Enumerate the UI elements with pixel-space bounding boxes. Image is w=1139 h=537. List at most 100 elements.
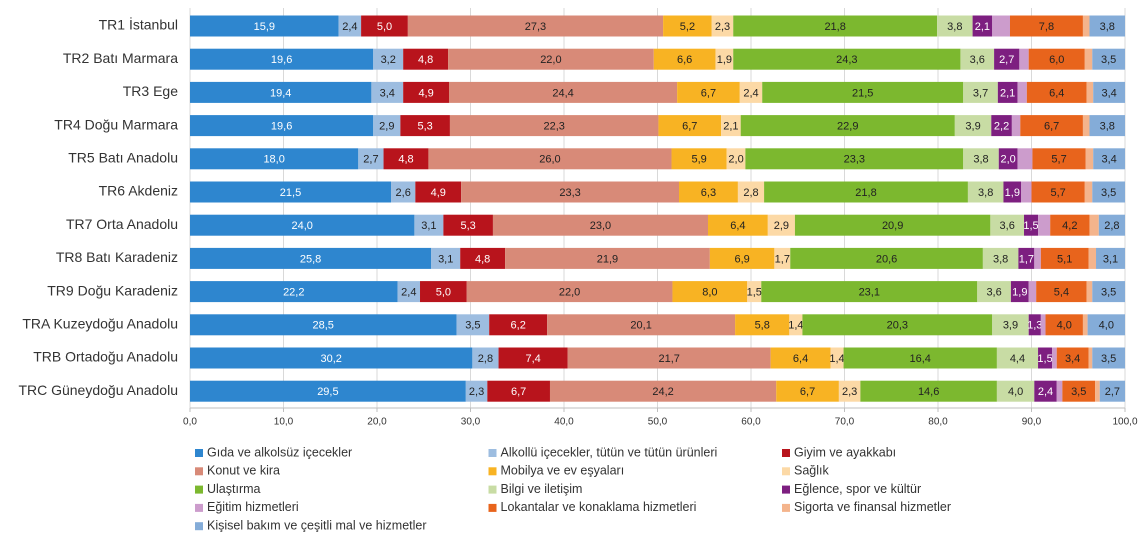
- legend-label: Giyim ve ayakkabı: [794, 445, 896, 459]
- data-label: 2,9: [379, 121, 394, 133]
- legend-label: Kişisel bakım ve çeşitli mal ve hizmetle…: [207, 518, 427, 532]
- bar-segment: [1082, 314, 1088, 336]
- bar-segment: [671, 148, 727, 170]
- data-label: 2,7: [363, 154, 378, 166]
- bar-segment: [373, 115, 401, 137]
- bar-segment: [1010, 281, 1029, 303]
- data-label: 3,1: [421, 220, 436, 232]
- bar-segment: [672, 281, 748, 303]
- data-label: 3,1: [1103, 253, 1118, 265]
- bar-segment: [996, 347, 1039, 369]
- category-label: TR5 Batı Anadolu: [68, 150, 178, 166]
- bar-segment: [466, 281, 673, 303]
- bar-segment: [733, 15, 938, 37]
- data-label: 3,4: [1101, 87, 1116, 99]
- bar-segment: [190, 181, 392, 203]
- bar-segment: [770, 347, 831, 369]
- bar-segment: [774, 247, 791, 269]
- bar-segment: [498, 347, 568, 369]
- bar-segment: [838, 380, 861, 402]
- x-tick-label: 30,0: [461, 417, 481, 428]
- data-label: 2,7: [1105, 386, 1120, 398]
- data-label: 1,3: [1027, 320, 1042, 332]
- data-label: 1,4: [829, 353, 844, 365]
- legend-swatch: [195, 485, 203, 494]
- bar-segment: [1031, 181, 1085, 203]
- bar-segment: [1034, 380, 1057, 402]
- data-label: 3,8: [978, 187, 993, 199]
- data-label: 6,2: [511, 320, 526, 332]
- bar-segment: [1086, 281, 1093, 303]
- bar-segment: [472, 347, 499, 369]
- bar-segment: [735, 314, 790, 336]
- bar-segment: [1038, 214, 1051, 236]
- data-label: 20,6: [876, 253, 897, 265]
- data-label: 3,1: [438, 253, 453, 265]
- bar-segment: [371, 81, 404, 103]
- bar-segment: [653, 48, 716, 70]
- bar-segment: [190, 148, 359, 170]
- bar-segment: [190, 115, 374, 137]
- legend-swatch: [195, 503, 203, 512]
- bar-segment: [663, 15, 712, 37]
- x-tick-label: 100,0: [1112, 417, 1137, 428]
- legend-swatch: [782, 485, 790, 494]
- bar-segment: [1045, 314, 1083, 336]
- bar-segment: [721, 115, 741, 137]
- category-label: TRA Kuzeydoğu Anadolu: [22, 316, 178, 332]
- bar-segment: [761, 281, 978, 303]
- data-label: 5,9: [691, 154, 706, 166]
- data-label: 7,4: [525, 353, 540, 365]
- data-label: 19,6: [271, 121, 292, 133]
- data-label: 5,7: [1051, 154, 1066, 166]
- data-label: 30,2: [320, 353, 341, 365]
- bar-segment: [1099, 380, 1125, 402]
- bar-segment: [767, 214, 795, 236]
- bar-segment: [1052, 347, 1057, 369]
- x-tick-label: 60,0: [741, 417, 761, 428]
- data-label: 4,8: [398, 154, 413, 166]
- data-label: 1,9: [1012, 287, 1027, 299]
- bar-segment: [802, 314, 993, 336]
- data-label: 21,7: [658, 353, 679, 365]
- bar-segment: [487, 380, 550, 402]
- bar-segment: [982, 247, 1019, 269]
- bar-segment: [1096, 247, 1125, 269]
- data-label: 2,6: [396, 187, 411, 199]
- legend-swatch: [782, 449, 790, 457]
- bar-segment: [1028, 281, 1037, 303]
- bar-segment: [415, 181, 462, 203]
- data-label: 3,6: [970, 54, 985, 66]
- data-label: 23,3: [844, 154, 865, 166]
- data-label: 20,3: [887, 320, 908, 332]
- data-label: 6,4: [793, 353, 808, 365]
- data-label: 3,4: [1101, 154, 1116, 166]
- bar-segment: [794, 214, 991, 236]
- bar-segment: [1040, 247, 1089, 269]
- category-label: TR7 Orta Anadolu: [66, 216, 178, 232]
- bar-segment: [190, 15, 339, 37]
- data-label: 1,5: [1037, 353, 1052, 365]
- bar-segment: [960, 48, 995, 70]
- data-label: 3,8: [1100, 21, 1115, 33]
- data-label: 20,1: [630, 320, 651, 332]
- data-label: 1,9: [1005, 187, 1020, 199]
- data-label: 6,7: [800, 386, 815, 398]
- bar-segment: [383, 148, 429, 170]
- bar-segment: [1034, 247, 1041, 269]
- bar-segment: [431, 247, 461, 269]
- bar-segment: [1092, 48, 1125, 70]
- data-label: 4,0: [1099, 320, 1114, 332]
- legend-swatch: [488, 485, 497, 494]
- bar-segment: [1021, 181, 1032, 203]
- bar-segment: [1088, 347, 1093, 369]
- bar-segment: [1050, 214, 1090, 236]
- data-label: 21,9: [597, 253, 618, 265]
- bar-segment: [990, 214, 1025, 236]
- bar-segment: [1019, 48, 1029, 70]
- data-label: 6,3: [701, 187, 716, 199]
- bar-segment: [747, 281, 762, 303]
- bar-segment: [190, 247, 432, 269]
- data-label: 24,4: [552, 87, 573, 99]
- bar-segment: [1092, 181, 1125, 203]
